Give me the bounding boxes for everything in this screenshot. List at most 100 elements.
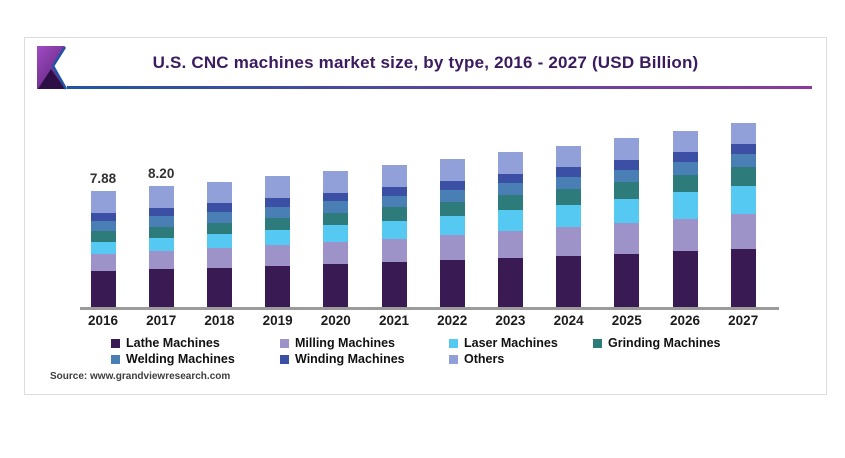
segment-milling-machines-2017	[148, 250, 174, 270]
segment-others-2026	[672, 130, 698, 153]
segment-winding-machines-2026	[672, 152, 698, 163]
legend-swatch-others	[449, 354, 458, 364]
segment-grinding-machines-2024	[556, 189, 582, 205]
legend-item-winding-machines: Winding Machines	[280, 352, 405, 366]
segment-laser-machines-2022	[439, 215, 465, 235]
legend-swatch-winding-machines	[280, 354, 289, 364]
legend-item-milling-machines: Milling Machines	[280, 336, 395, 350]
segment-others-2024	[556, 145, 582, 168]
x-tick-2025: 2025	[611, 313, 642, 328]
segment-winding-machines-2021	[381, 186, 407, 196]
segment-others-2016	[90, 191, 116, 213]
segment-lathe-machines-2024	[556, 255, 582, 307]
segment-others-2021	[381, 165, 407, 187]
legend-label-welding-machines: Welding Machines	[126, 352, 235, 366]
bar-2020	[323, 170, 349, 307]
segment-others-2022	[439, 159, 465, 181]
segment-grinding-machines-2020	[323, 212, 349, 226]
segment-winding-machines-2025	[614, 160, 640, 170]
segment-laser-machines-2016	[90, 241, 116, 254]
segment-winding-machines-2024	[556, 167, 582, 177]
x-tick-2021: 2021	[378, 313, 410, 328]
legend-label-lathe-machines: Lathe Machines	[126, 336, 220, 350]
bar-2024	[556, 145, 582, 307]
segment-welding-machines-2022	[439, 190, 465, 202]
bar-2026	[672, 130, 698, 307]
segment-grinding-machines-2017	[148, 227, 174, 238]
segment-laser-machines-2024	[556, 204, 582, 228]
segment-milling-machines-2026	[672, 218, 698, 252]
legend-item-others: Others	[449, 352, 504, 366]
legend-swatch-lathe-machines	[111, 338, 120, 348]
segment-winding-machines-2016	[90, 212, 116, 222]
grandview-research-logo	[37, 46, 68, 90]
segment-lathe-machines-2020	[323, 264, 349, 307]
segment-lathe-machines-2021	[381, 262, 407, 307]
legend-item-grinding-machines: Grinding Machines	[593, 336, 721, 350]
segment-others-2018	[206, 181, 232, 204]
segment-winding-machines-2019	[265, 197, 291, 207]
legend-label-grinding-machines: Grinding Machines	[608, 336, 721, 350]
x-tick-2022: 2022	[437, 313, 468, 328]
segment-milling-machines-2027	[730, 213, 756, 249]
segment-grinding-machines-2021	[381, 207, 407, 221]
segment-milling-machines-2023	[497, 231, 523, 259]
segment-winding-machines-2020	[323, 192, 349, 202]
segment-lathe-machines-2027	[730, 248, 756, 307]
segment-welding-machines-2016	[90, 221, 116, 232]
legend-label-laser-machines: Laser Machines	[464, 336, 558, 350]
segment-milling-machines-2024	[556, 227, 582, 256]
value-label-2017: 8.20	[148, 166, 175, 182]
segment-laser-machines-2026	[672, 192, 698, 219]
segment-others-2023	[497, 152, 523, 174]
legend-item-lathe-machines: Lathe Machines	[111, 336, 220, 350]
segment-lathe-machines-2025	[614, 253, 640, 307]
x-tick-2017: 2017	[146, 313, 177, 328]
segment-milling-machines-2021	[381, 238, 407, 263]
segment-welding-machines-2020	[323, 201, 349, 213]
segment-welding-machines-2024	[556, 176, 582, 190]
segment-welding-machines-2023	[497, 183, 523, 196]
segment-laser-machines-2025	[614, 198, 640, 223]
x-tick-2024: 2024	[553, 313, 584, 328]
legend-item-laser-machines: Laser Machines	[449, 336, 558, 350]
chart-title: U.S. CNC machines market size, by type, …	[152, 53, 699, 72]
segment-laser-machines-2021	[381, 220, 407, 239]
segment-laser-machines-2023	[497, 210, 523, 231]
segment-laser-machines-2027	[730, 185, 756, 214]
segment-milling-machines-2016	[90, 253, 116, 271]
segment-milling-machines-2022	[439, 234, 465, 261]
segment-grinding-machines-2019	[265, 217, 291, 230]
segment-laser-machines-2019	[265, 229, 291, 246]
x-tick-2019: 2019	[262, 313, 293, 328]
title-underline	[67, 86, 812, 89]
bar-2017	[148, 186, 174, 307]
segment-grinding-machines-2023	[497, 195, 523, 211]
segment-welding-machines-2027	[730, 154, 756, 168]
segment-others-2019	[265, 176, 291, 198]
x-tick-2020: 2020	[320, 313, 351, 328]
segment-lathe-machines-2023	[497, 258, 523, 307]
bar-2018	[206, 181, 232, 307]
segment-welding-machines-2021	[381, 195, 407, 208]
legend-swatch-laser-machines	[449, 338, 458, 348]
segment-others-2027	[730, 122, 756, 145]
x-axis-line	[80, 307, 779, 310]
legend-label-others: Others	[464, 352, 505, 366]
segment-grinding-machines-2025	[614, 182, 640, 199]
segment-grinding-machines-2022	[439, 201, 465, 216]
bar-2016	[90, 191, 116, 307]
value-label-2016: 7.88	[89, 171, 117, 187]
segment-lathe-machines-2019	[265, 265, 291, 307]
legend-label-winding-machines: Winding Machines	[295, 352, 405, 366]
bar-2023	[497, 152, 523, 307]
legend-swatch-welding-machines	[111, 354, 120, 364]
segment-lathe-machines-2026	[672, 251, 698, 307]
bar-2025	[614, 138, 640, 307]
segment-others-2025	[614, 138, 640, 161]
bar-2027	[730, 122, 756, 307]
x-tick-2016: 2016	[87, 313, 119, 328]
segment-lathe-machines-2018	[206, 267, 232, 307]
segment-laser-machines-2018	[206, 234, 232, 249]
segment-winding-machines-2023	[497, 173, 523, 184]
